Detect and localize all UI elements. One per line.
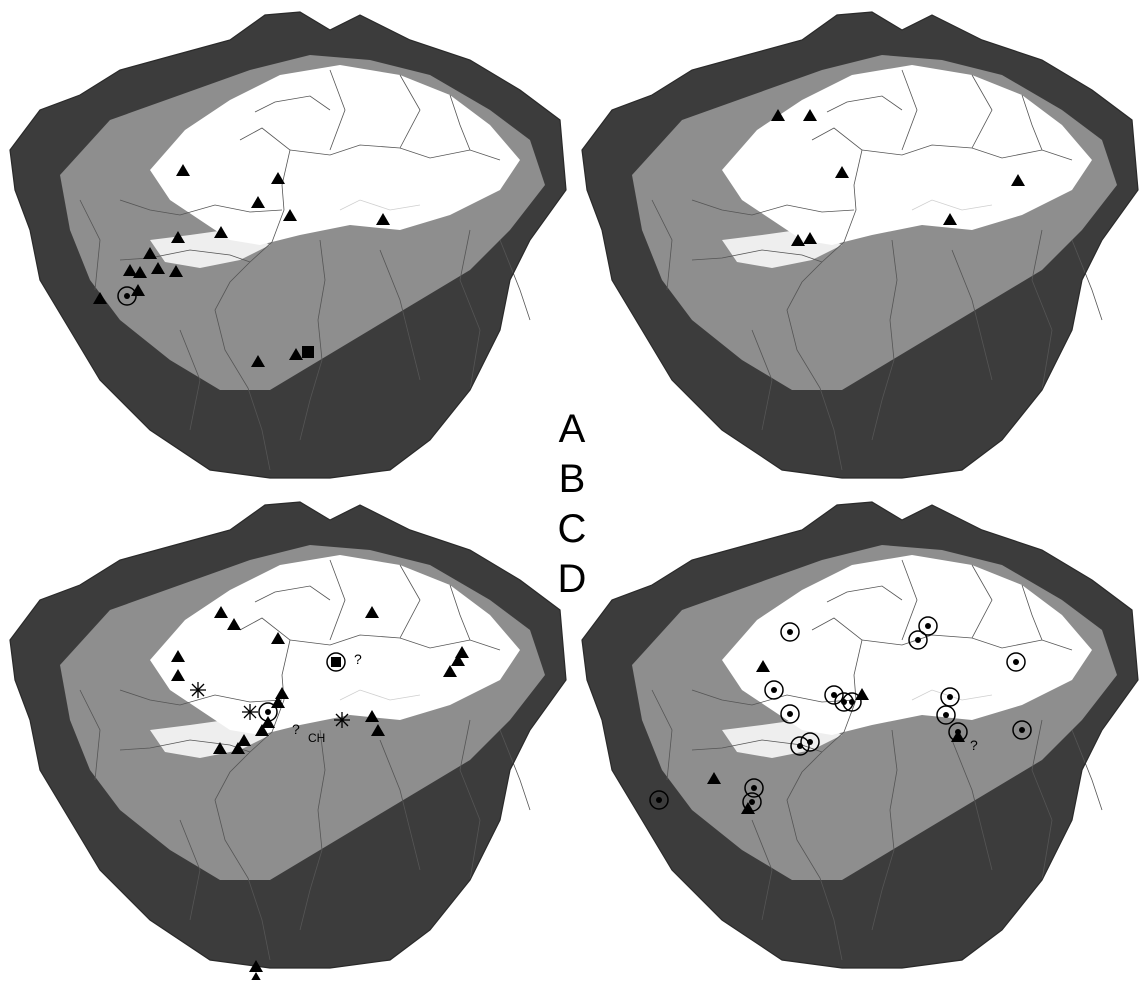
panel-letter-legend: A B C D (522, 404, 622, 604)
letter-c: C (557, 507, 587, 551)
square-marker-a (302, 346, 314, 358)
map-b (581, 11, 1139, 479)
query-mark-1: ? (354, 651, 362, 667)
map-panel-a (0, 0, 571, 490)
map-a (9, 11, 567, 479)
circle-square-marker-c (326, 652, 346, 672)
map-d: ? (581, 501, 1139, 969)
letter-b: B (558, 457, 586, 501)
query-mark-3: ? (970, 737, 978, 753)
query-mark-2: ? (292, 721, 300, 737)
letter-a: A (558, 407, 586, 451)
letter-d: D (557, 557, 587, 601)
map-panel-b (572, 0, 1143, 490)
map-panel-d: ? (572, 490, 1143, 980)
map-c: ? ? CH (9, 501, 567, 980)
map-panel-c: ? ? CH (0, 490, 571, 980)
ch-label: CH (308, 731, 325, 745)
